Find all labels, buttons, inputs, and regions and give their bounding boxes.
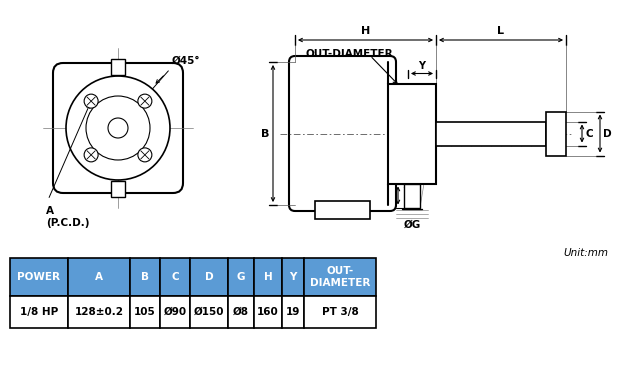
Text: POWER: POWER [17,272,61,282]
Bar [546,111,566,156]
Bar [10,296,68,328]
Text: Y: Y [290,272,297,282]
Text: C: C [585,129,593,138]
Bar [190,258,228,296]
Text: 160: 160 [257,307,279,317]
FancyBboxPatch shape [289,56,396,211]
Text: Ø45°: Ø45° [171,56,200,66]
Text: D: D [205,272,213,282]
Circle shape [108,118,128,138]
Text: A
(P.C.D.): A (P.C.D.) [46,206,89,228]
Bar [304,296,376,328]
Bar [304,258,376,296]
Circle shape [66,76,170,180]
Circle shape [84,148,98,162]
FancyBboxPatch shape [53,63,183,193]
Text: A: A [95,272,103,282]
Bar [228,296,254,328]
Text: B: B [260,129,269,138]
Text: H: H [264,272,272,282]
Bar [130,258,160,296]
Text: Ø8: Ø8 [233,307,249,317]
Text: 1/8 HP: 1/8 HP [20,307,58,317]
Circle shape [84,94,98,108]
Bar [68,296,130,328]
Text: H: H [361,26,370,36]
Bar [190,296,228,328]
Circle shape [86,96,150,160]
Bar [282,258,304,296]
Text: B: B [141,272,149,282]
Bar [315,201,370,219]
Text: Ø90: Ø90 [164,307,187,317]
Bar [254,296,282,328]
Bar [10,258,68,296]
Text: Unit:mm: Unit:mm [563,248,608,258]
Text: L: L [497,26,505,36]
Text: OUT-
DIAMETER: OUT- DIAMETER [310,266,370,288]
Circle shape [138,148,152,162]
Text: C: C [171,272,179,282]
Bar [282,296,304,328]
Bar [160,296,190,328]
Bar [388,83,436,184]
Bar [160,258,190,296]
Bar [436,122,546,145]
Text: G: G [237,272,246,282]
Bar [111,59,125,75]
Bar [68,258,130,296]
Text: 128±0.2: 128±0.2 [74,307,123,317]
Bar [404,184,420,208]
Text: PT 3/8: PT 3/8 [322,307,358,317]
Circle shape [138,94,152,108]
Bar [228,258,254,296]
Bar [111,181,125,197]
Text: OUT-DIAMETER: OUT-DIAMETER [305,49,392,58]
Text: Y: Y [418,61,425,71]
Text: 19: 19 [286,307,300,317]
Text: ØG: ØG [404,220,420,230]
Bar [254,258,282,296]
Text: Ø150: Ø150 [193,307,224,317]
Text: D: D [603,129,611,138]
Text: 105: 105 [134,307,156,317]
Bar [130,296,160,328]
